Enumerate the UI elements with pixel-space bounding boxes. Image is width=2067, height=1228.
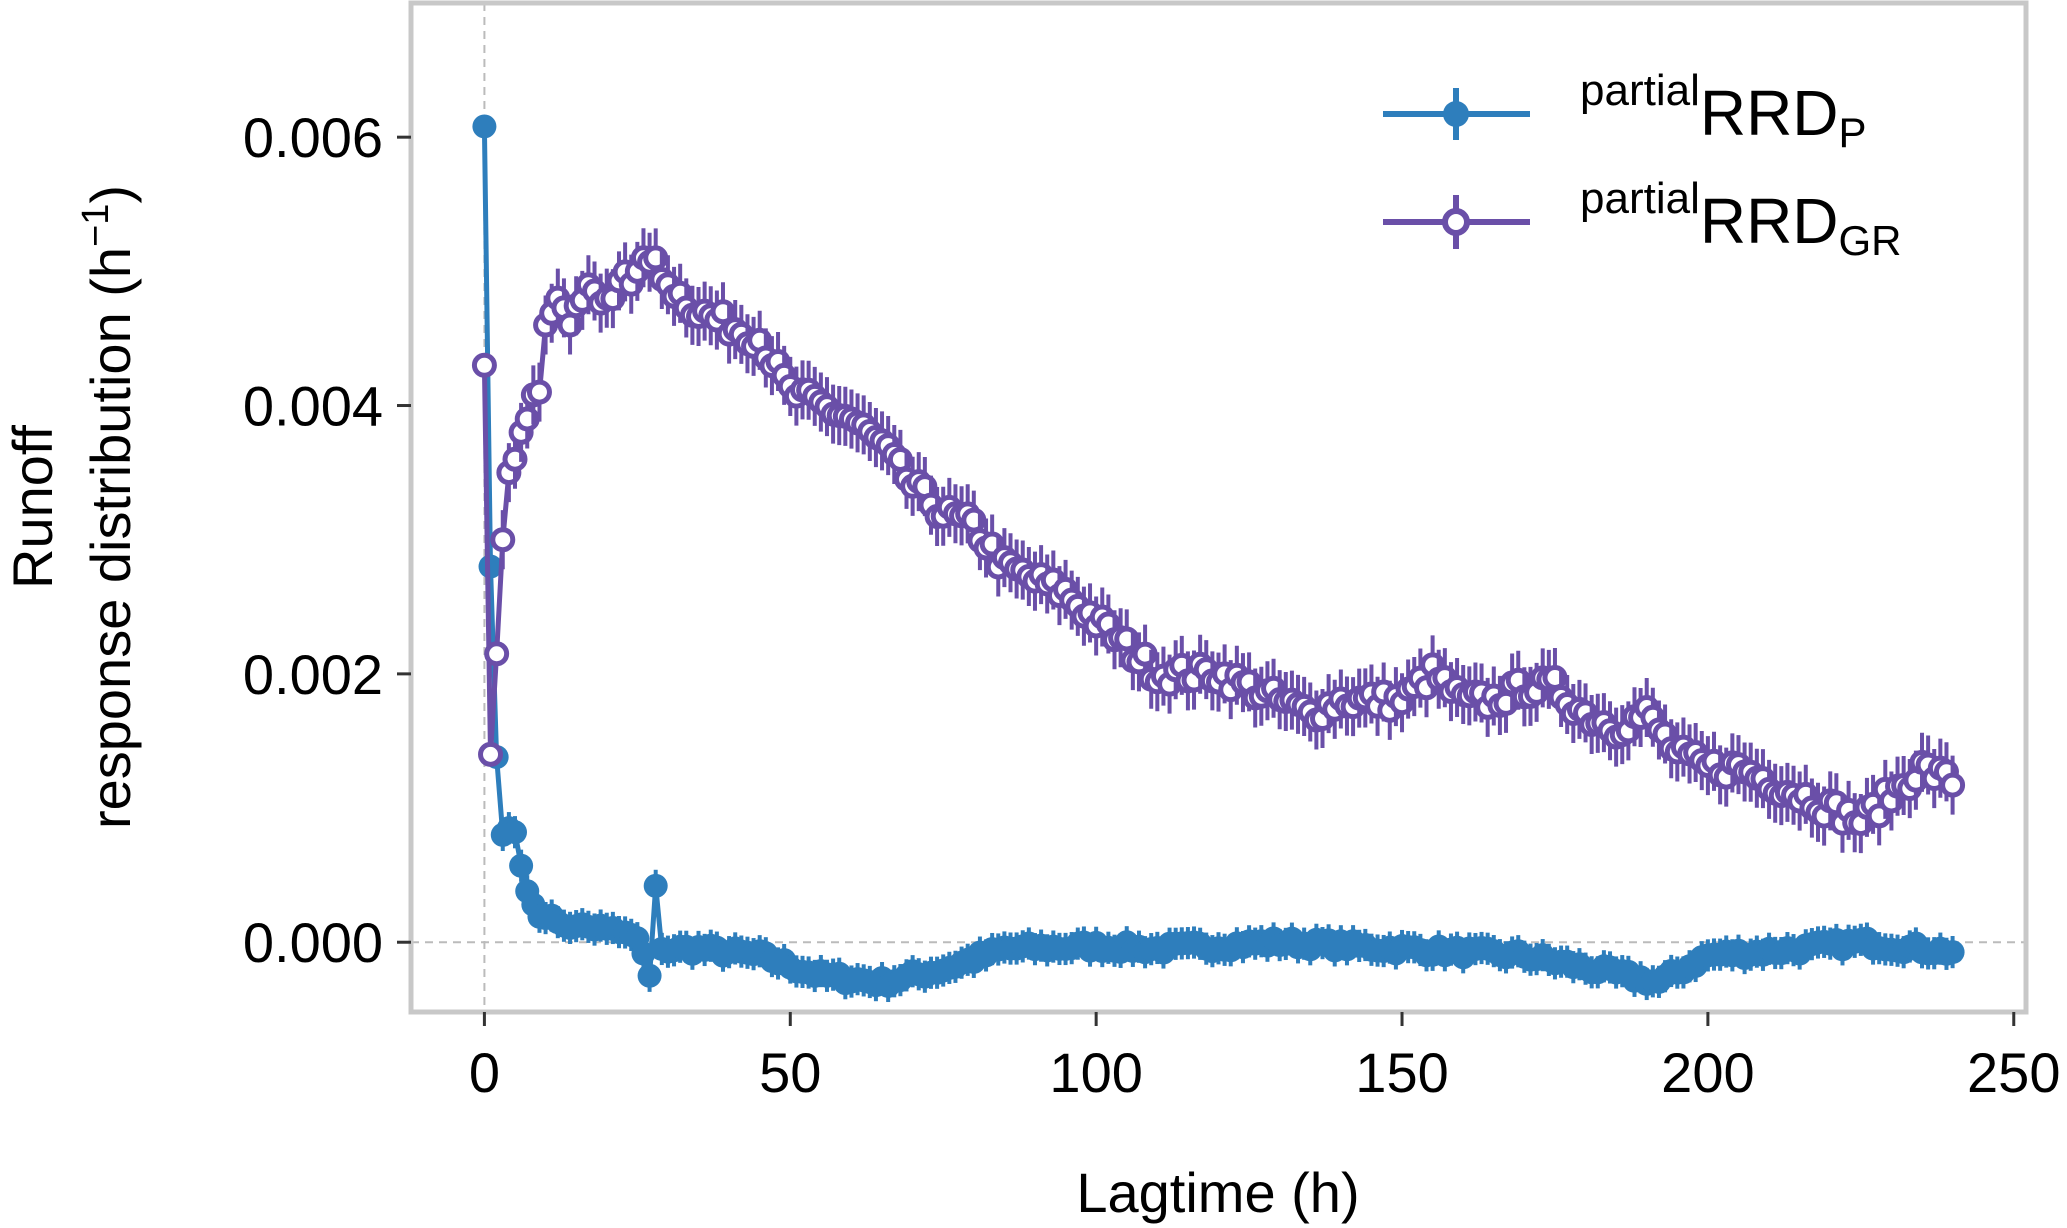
x-tick-label: 50 — [759, 1041, 821, 1104]
plot-area — [411, 3, 2026, 1012]
legend-label-rrd-gr: partialRRDGR — [1580, 174, 1902, 264]
legend-marker-rrd-gr — [1442, 208, 1470, 236]
data-point — [643, 873, 668, 898]
legend-label-rrd-p: partialRRDP — [1580, 66, 1867, 156]
series-rrd_p — [472, 114, 1965, 1003]
legend-marker-rrd-p — [1443, 101, 1469, 127]
series-rrd_gr — [471, 228, 1966, 854]
data-point — [502, 820, 527, 845]
data-point — [478, 741, 504, 767]
x-tick-label: 150 — [1355, 1041, 1448, 1104]
y-axis-label-line1: Runoff — [1, 425, 64, 589]
data-point — [478, 554, 503, 579]
axes: 0 50 100 150 200 250 0.000 0.002 0.004 0.006 — [243, 106, 2061, 1104]
data-point — [490, 527, 516, 553]
data-point — [471, 352, 497, 378]
x-tick-label: 100 — [1049, 1041, 1142, 1104]
legend-entry-rrd-gr: partialRRDGR — [1383, 174, 1902, 264]
y-tick-label: 0.002 — [243, 643, 383, 706]
data-point — [631, 941, 656, 966]
x-axis-label: Lagtime (h) — [1076, 1161, 1359, 1224]
x-tick-label: 0 — [469, 1041, 500, 1104]
y-tick-label: 0.004 — [243, 375, 383, 438]
data-point — [637, 963, 662, 988]
data-point — [509, 853, 534, 878]
x-tick-label: 200 — [1661, 1041, 1754, 1104]
y-axis-label: Runoff response distribution (h−1) — [1, 185, 142, 829]
y-tick-label: 0.000 — [243, 911, 383, 974]
data-point — [484, 641, 510, 667]
plot-frame — [408, 0, 2029, 1015]
legend-entry-rrd-p: partialRRDP — [1383, 66, 1867, 156]
y-tick-label: 0.006 — [243, 106, 383, 169]
data-point — [1940, 940, 1965, 965]
data-point — [526, 379, 552, 405]
legend: partialRRDP partialRRDGR — [1383, 66, 1902, 264]
data-point — [1940, 772, 1966, 798]
data-point — [472, 114, 497, 139]
x-tick-label: 250 — [1967, 1041, 2060, 1104]
y-axis-label-line2: response distribution (h−1) — [75, 185, 142, 829]
